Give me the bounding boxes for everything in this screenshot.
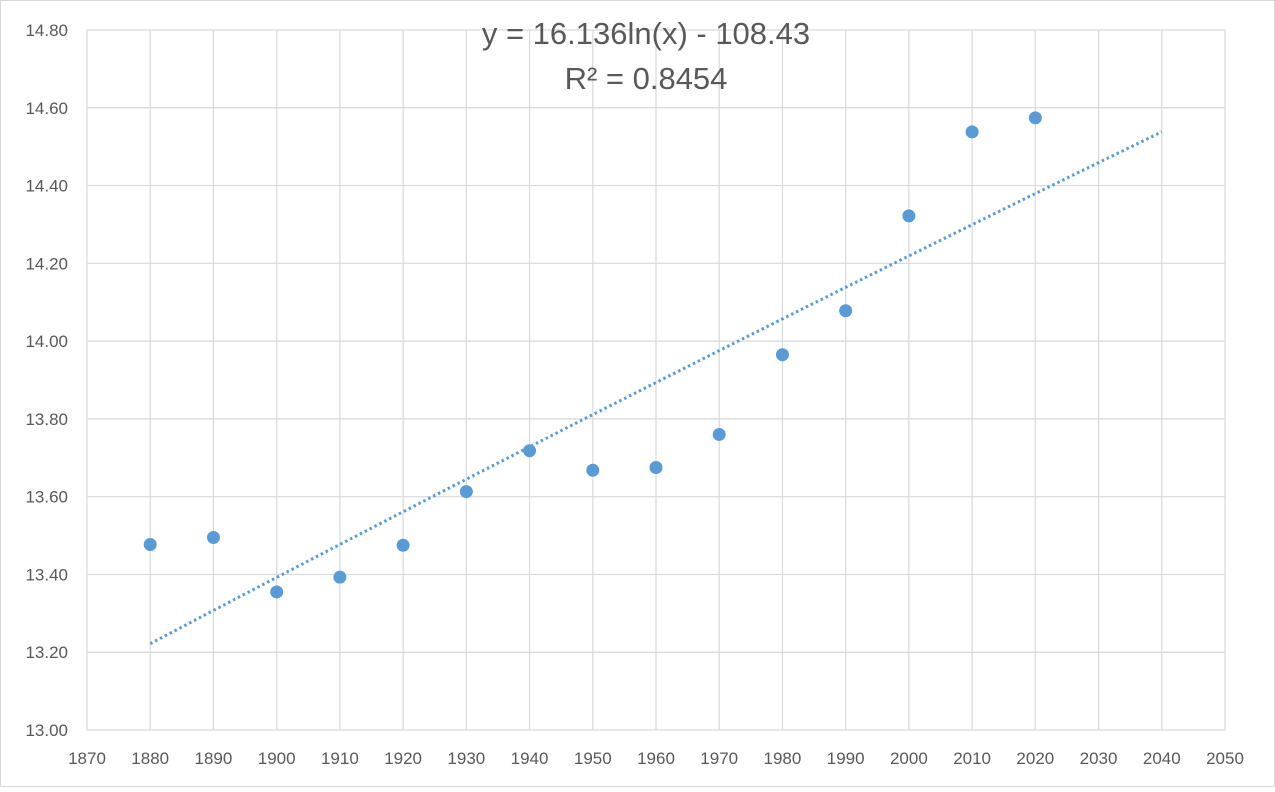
x-tick-label: 1910 [321, 749, 359, 768]
data-point [459, 485, 473, 499]
y-tick-label: 14.00 [25, 332, 68, 351]
x-tick-label: 1870 [68, 749, 106, 768]
y-tick-label: 14.60 [25, 99, 68, 118]
x-tick-label: 2000 [890, 749, 928, 768]
x-tick-label: 1960 [637, 749, 675, 768]
data-points [143, 111, 1042, 599]
y-tick-label: 13.00 [25, 721, 68, 740]
data-point [523, 444, 537, 458]
y-tick-label: 14.80 [25, 21, 68, 40]
y-tick-label: 13.80 [25, 410, 68, 429]
trendline-equation: y = 16.136ln(x) - 108.43 [482, 16, 810, 51]
x-tick-label: 2040 [1143, 749, 1181, 768]
x-tick-label: 1970 [700, 749, 738, 768]
x-tick-label: 1920 [384, 749, 422, 768]
y-tick-label: 13.60 [25, 488, 68, 507]
x-tick-label: 1890 [195, 749, 233, 768]
data-point [143, 538, 157, 551]
data-point [902, 209, 916, 223]
x-tick-label: 2030 [1080, 749, 1118, 768]
data-point [586, 463, 600, 477]
x-tick-label: 2020 [1016, 749, 1054, 768]
trendline [149, 130, 1163, 646]
data-point [649, 461, 663, 474]
x-tick-label: 2010 [953, 749, 991, 768]
y-tick-label: 13.40 [25, 565, 68, 584]
trendline-r-squared: R² = 0.8454 [565, 61, 728, 96]
x-tick-label: 1990 [827, 749, 865, 768]
x-tick-label: 1900 [258, 749, 296, 768]
trendline-group [149, 130, 1163, 646]
y-tick-label: 14.40 [25, 177, 68, 196]
data-point [333, 570, 347, 584]
x-tick-label: 1880 [131, 749, 169, 768]
x-tick-label: 1980 [764, 749, 802, 768]
data-point [396, 538, 410, 552]
tick-labels: 13.00 13.20 13.40 13.60 13.80 14.00 14.20 14.40… [25, 21, 1243, 768]
x-tick-label: 2050 [1206, 749, 1244, 768]
x-tick-label: 1930 [447, 749, 485, 768]
gridlines [86, 29, 1226, 731]
x-tick-label: 1940 [511, 749, 549, 768]
data-point [965, 125, 979, 139]
data-point [1028, 111, 1042, 125]
y-tick-label: 13.20 [25, 643, 68, 662]
data-point [206, 531, 220, 544]
data-point [712, 427, 726, 441]
data-point [775, 348, 789, 362]
y-tick-label: 14.20 [25, 254, 68, 273]
data-point [839, 304, 853, 318]
x-tick-label: 1950 [574, 749, 612, 768]
data-point [270, 585, 284, 599]
